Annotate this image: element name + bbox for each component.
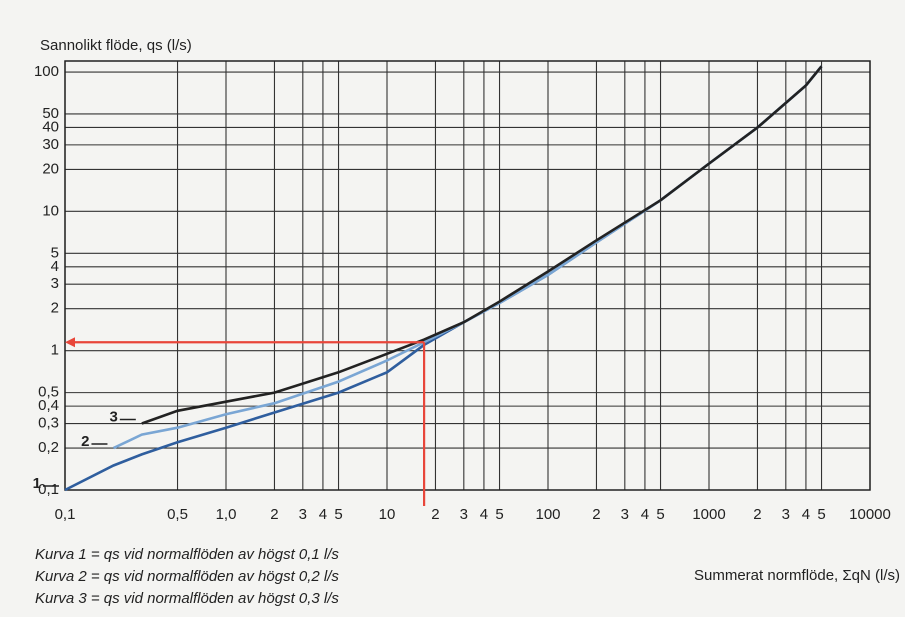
series-label: 2 <box>81 433 89 450</box>
y-tick-label: 30 <box>42 136 59 153</box>
y-tick-label: 1 <box>51 342 59 359</box>
y-tick-label: 2 <box>51 300 59 317</box>
x-tick-label: 3 <box>782 506 790 523</box>
x-tick-label: 5 <box>656 506 664 523</box>
y-tick-label: 20 <box>42 160 59 177</box>
x-tick-label: 2 <box>270 506 278 523</box>
x-tick-label: 4 <box>641 506 649 523</box>
x-tick-label: 2 <box>431 506 439 523</box>
x-tick-label: 5 <box>495 506 503 523</box>
series-label: 1 <box>33 475 41 492</box>
x-tick-label: 10 <box>379 506 396 523</box>
y-tick-label: 50 <box>42 105 59 122</box>
x-tick-label: 10000 <box>849 506 891 523</box>
y-tick-label: 0,1 <box>38 481 59 498</box>
legend-note: Kurva 1 = qs vid normalflöden av högst 0… <box>35 546 339 563</box>
y-axis-label: Sannolikt flöde, qs (l/s) <box>40 37 192 54</box>
legend-note: Kurva 2 = qs vid normalflöden av högst 0… <box>35 568 339 585</box>
x-axis-label: Summerat normflöde, ΣqN (l/s) <box>694 567 900 584</box>
x-tick-label: 3 <box>621 506 629 523</box>
x-tick-label: 100 <box>535 506 560 523</box>
x-tick-label: 1000 <box>692 506 725 523</box>
legend-note: Kurva 3 = qs vid normalflöden av högst 0… <box>35 590 339 607</box>
x-tick-label: 0,1 <box>55 506 76 523</box>
x-tick-label: 5 <box>334 506 342 523</box>
y-tick-label: 0,5 <box>38 384 59 401</box>
x-tick-label: 1,0 <box>216 506 237 523</box>
x-tick-label: 4 <box>802 506 810 523</box>
x-tick-label: 5 <box>817 506 825 523</box>
x-tick-label: 4 <box>480 506 488 523</box>
y-tick-label: 100 <box>34 63 59 80</box>
y-tick-label: 0,3 <box>38 414 59 431</box>
x-tick-label: 0,5 <box>167 506 188 523</box>
x-tick-label: 2 <box>753 506 761 523</box>
y-tick-label: 5 <box>51 244 59 261</box>
chart: Sannolikt flöde, qs (l/s) Summerat normf… <box>0 0 905 617</box>
x-tick-label: 2 <box>592 506 600 523</box>
x-tick-label: 4 <box>319 506 327 523</box>
x-tick-label: 3 <box>299 506 307 523</box>
series-label: 3 <box>109 408 117 425</box>
y-tick-label: 10 <box>42 202 59 219</box>
y-tick-label: 0,2 <box>38 439 59 456</box>
x-tick-label: 3 <box>460 506 468 523</box>
y-tick-label: 3 <box>51 275 59 292</box>
